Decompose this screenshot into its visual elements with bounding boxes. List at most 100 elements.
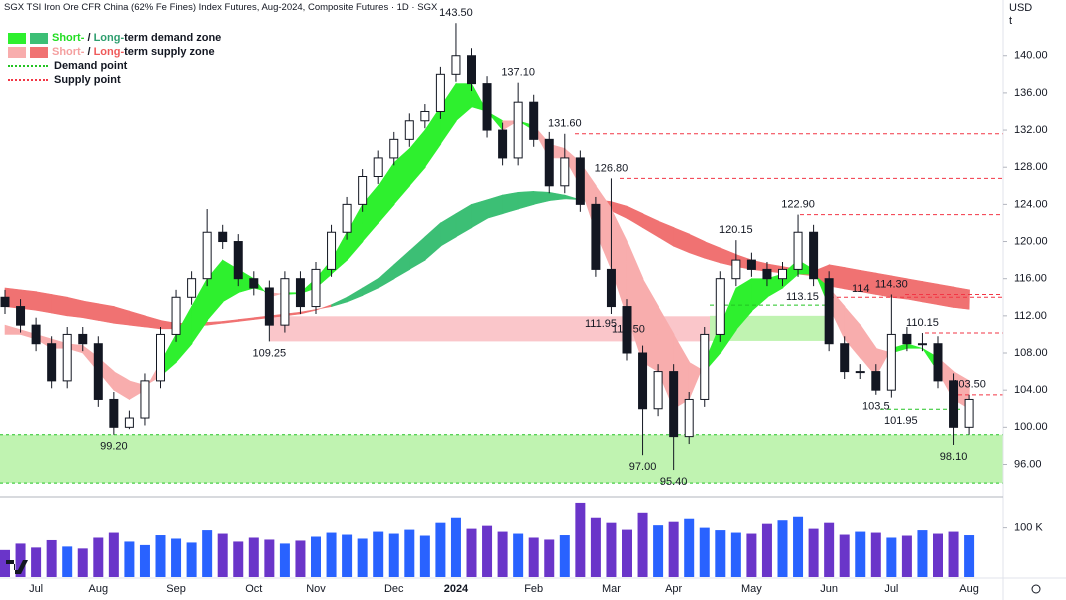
band-segment [440,213,457,247]
x-tick-label: Jul [29,583,43,595]
high-label: 122.90 [781,198,815,210]
band-segment [4,324,22,335]
volume-bar [886,537,897,577]
volume-bar [435,522,446,577]
band-segment [408,129,426,187]
volume-bar [171,538,182,577]
low-label: 103.5 [862,401,890,413]
volume-bar [326,532,337,577]
high-label: 131.60 [548,118,582,130]
candle-body [684,398,694,438]
volume-bar [824,522,835,577]
volume-bar [513,533,524,577]
x-tick-label: Jun [820,583,838,595]
band-segment [953,286,970,310]
volume-bar [450,517,461,577]
volume-bar [606,522,617,577]
candle-body [746,259,756,270]
band-segment [548,191,566,201]
legend-swatch [8,46,26,58]
candle-body [311,268,321,308]
volume-bar [808,528,819,577]
legend-item: Short- / Long-term demand zone [8,31,221,45]
high-label: 103.50 [952,379,986,391]
y-tick-label: 112.00 [1014,310,1047,322]
candle-body [156,333,165,382]
band-segment [175,305,193,364]
volume-bar [684,518,695,577]
candle-body [435,73,445,112]
chart-title: SGX TSI Iron Ore CFR China (62% Fe Fines… [4,2,438,13]
candle-body [902,333,912,345]
candle-body [109,398,119,428]
candle-body [933,343,943,382]
volume-bar [715,530,726,577]
band-segment [393,147,411,206]
legend-text: term demand zone [124,32,222,44]
band-segment [766,273,784,298]
volume-bar [622,529,632,577]
band-segment [98,303,115,324]
candle-body [140,380,150,419]
high-label: 126.80 [595,162,629,174]
candle-body [327,231,337,270]
volume-bar [342,534,353,577]
candle-body [840,343,850,373]
candle-body [124,417,134,428]
candle-body [280,278,290,326]
candle-body [591,203,601,270]
band-segment [331,296,348,307]
candle-body [529,101,539,140]
candle-body [715,278,725,335]
candle-body [886,333,896,391]
volume-bar [746,533,757,577]
legend-line [8,65,48,67]
legend-text: term supply zone [124,46,215,58]
volume-bar [357,538,368,577]
volume-tick-label: 100 K [1014,522,1043,534]
volume-bar [544,539,555,577]
band-segment [237,317,255,322]
candle-body [233,241,243,280]
candle-body [964,398,974,428]
band-segment [486,194,504,219]
candle-body [700,333,710,400]
candle-body [809,231,819,280]
candle-body [762,268,772,280]
settings-icon[interactable] [1031,584,1041,594]
volume-bar [559,535,570,577]
candle-body [513,101,523,159]
y-tick-label: 100.00 [1014,421,1048,433]
y-tick-label: 128.00 [1014,161,1048,173]
x-tick-label: Aug [89,583,109,595]
volume-bar [77,548,88,577]
x-tick-label: Dec [384,583,404,595]
candle-body [93,343,103,400]
x-tick-label: May [741,583,762,595]
high-label: 110.15 [906,317,939,329]
volume-bar [404,529,415,577]
volume-bar [901,535,912,577]
volume-bar [248,537,259,577]
candle-body [404,120,414,140]
high-label: 114.30 [875,278,908,290]
band-segment [377,264,395,289]
band-segment [66,296,84,319]
band-segment [222,319,240,324]
band-segment [206,321,224,326]
y-tick-label: 140.00 [1014,50,1048,62]
volume-bar [793,516,804,577]
low-label: 99.20 [100,441,128,453]
candle-body [731,259,741,280]
legend-text: Short- [52,32,85,44]
volume-bar [870,532,881,577]
unit-label: t [1009,15,1013,27]
volume-bar [637,512,648,577]
currency[interactable]: USD t [1009,2,1032,28]
logo [6,560,28,574]
candle-body [606,268,616,308]
candle-body [295,278,305,308]
band-segment [859,324,877,378]
